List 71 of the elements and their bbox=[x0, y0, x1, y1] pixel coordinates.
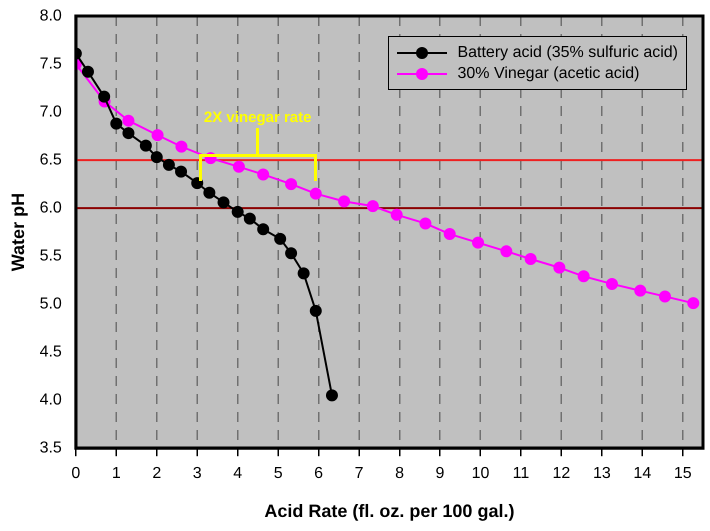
point bbox=[298, 267, 310, 280]
point bbox=[203, 186, 216, 199]
point bbox=[578, 270, 590, 282]
x-tick-label: 9 bbox=[436, 465, 445, 482]
point bbox=[162, 158, 175, 171]
point bbox=[687, 297, 700, 310]
legend-label: 30% Vinegar (acetic acid) bbox=[457, 64, 640, 82]
y-tick-label: 6.5 bbox=[40, 151, 62, 168]
y-tick-label: 4.0 bbox=[40, 392, 62, 409]
x-tick-label: 2 bbox=[152, 465, 162, 482]
x-tick-label: 11 bbox=[512, 465, 530, 482]
y-tick-label: 7.0 bbox=[40, 103, 62, 120]
point bbox=[232, 160, 245, 173]
x-tick-label: 10 bbox=[472, 465, 490, 482]
point bbox=[444, 228, 456, 240]
point bbox=[606, 278, 618, 290]
x-tick-label: 3 bbox=[192, 465, 202, 482]
point bbox=[98, 90, 110, 103]
x-tick-label: 1 bbox=[112, 465, 121, 482]
y-tick-label: 8.0 bbox=[40, 7, 62, 24]
y-tick-label: 6.0 bbox=[40, 199, 62, 216]
point bbox=[82, 66, 94, 78]
y-axis-title: Water pH bbox=[8, 192, 28, 272]
x-tick-label: 7 bbox=[354, 465, 364, 482]
point bbox=[244, 212, 256, 225]
point bbox=[232, 206, 244, 218]
x-tick-label: 4 bbox=[233, 465, 242, 482]
point bbox=[553, 262, 566, 274]
point bbox=[218, 196, 230, 208]
point bbox=[338, 195, 350, 208]
x-tick-label: 15 bbox=[674, 465, 692, 482]
x-tick-label: 0 bbox=[71, 465, 80, 482]
point bbox=[310, 188, 322, 200]
point bbox=[150, 151, 163, 164]
x-tick-label: 5 bbox=[274, 465, 283, 482]
point bbox=[140, 140, 152, 152]
point bbox=[152, 129, 164, 142]
point bbox=[472, 236, 484, 249]
legend-label: Battery acid (35% sulfuric acid) bbox=[457, 44, 678, 62]
point bbox=[175, 140, 188, 153]
x-tick-label: 6 bbox=[314, 465, 324, 482]
point bbox=[257, 168, 270, 180]
x-tick-label: 13 bbox=[592, 465, 611, 482]
y-tick-label: 3.5 bbox=[40, 440, 62, 457]
y-tick-label: 7.5 bbox=[40, 55, 62, 72]
point bbox=[500, 245, 512, 258]
point bbox=[419, 217, 432, 230]
x-axis-title: Acid Rate (fl. oz. per 100 gal.) bbox=[264, 501, 514, 522]
point bbox=[274, 232, 286, 245]
point bbox=[285, 178, 298, 190]
y-tick-label: 5.0 bbox=[40, 296, 62, 313]
annotation: 2X vinegar rate bbox=[204, 109, 312, 126]
point bbox=[390, 208, 403, 221]
point bbox=[326, 389, 338, 402]
point bbox=[658, 290, 671, 302]
x-tick-label: 8 bbox=[395, 465, 404, 482]
point bbox=[634, 284, 646, 297]
point bbox=[122, 127, 134, 140]
y-tick-label: 4.5 bbox=[40, 344, 62, 361]
point bbox=[122, 114, 134, 127]
point bbox=[310, 304, 322, 317]
point bbox=[175, 166, 188, 178]
point bbox=[285, 247, 298, 260]
point bbox=[110, 118, 122, 130]
point bbox=[191, 177, 204, 190]
x-tick-label: 14 bbox=[633, 465, 652, 482]
x-tick-label: 12 bbox=[552, 465, 570, 482]
point bbox=[524, 252, 537, 265]
point bbox=[366, 200, 379, 212]
point bbox=[257, 223, 270, 236]
y-tick-label: 5.5 bbox=[40, 248, 62, 265]
